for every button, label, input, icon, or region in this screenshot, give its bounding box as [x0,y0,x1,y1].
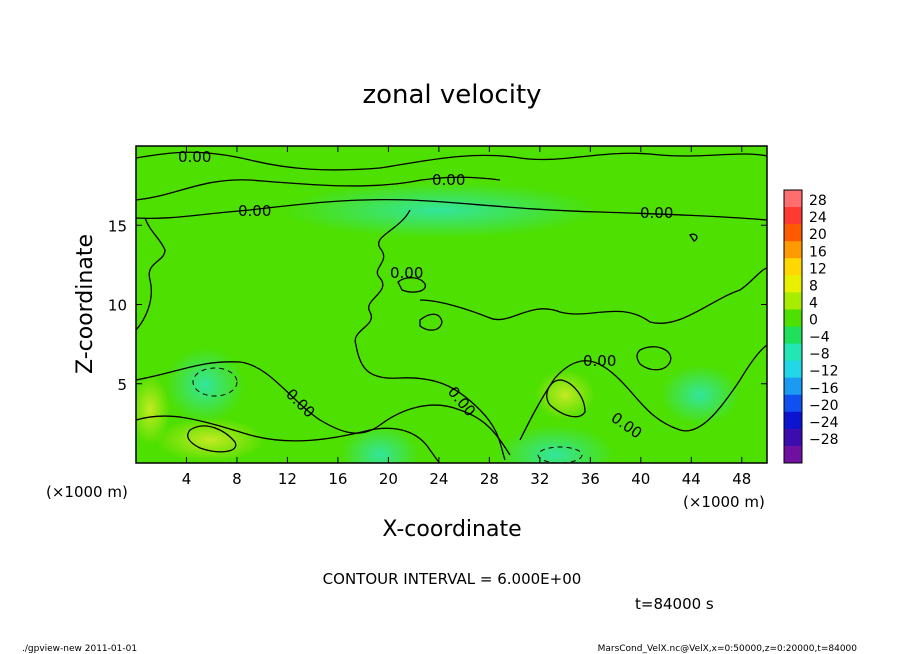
x-tick-label: 8 [232,470,242,488]
field-blob [136,375,170,445]
colorbar-label: 12 [809,261,827,277]
colorbar-label: 4 [809,295,818,311]
chart-title: zonal velocity [362,80,541,110]
contour-line [136,217,166,331]
colorbar-swatch [784,411,802,430]
colorbar-label: −24 [809,415,839,431]
x-tick-label: 20 [379,470,398,488]
colorbar-label: 20 [809,227,827,243]
time-text: t=84000 s [635,595,714,613]
y-axis-label: Z-coordinate [73,234,98,374]
colorbar-swatch [784,343,802,362]
colorbar-label: 0 [809,313,818,329]
field-blob [535,370,595,420]
contour-line [419,267,767,324]
contour-line [546,379,586,418]
colorbar-label: −16 [809,381,839,397]
contour-line [136,176,501,201]
x-tick-label: 48 [732,470,751,488]
x-tick-label: 24 [429,470,448,488]
contour-line [354,209,506,461]
colorbar-swatch [784,394,802,413]
contour-label: 0.00 [238,202,271,220]
contour-line [136,198,767,221]
footer-right: MarsCond_VelX.nc@VelX,x=0:50000,z=0:2000… [598,644,858,654]
contour-label: 0.00 [432,171,465,189]
x-tick-label: 44 [682,470,701,488]
colorbar-label: −12 [809,364,839,380]
y-tick-label: 5 [117,376,127,394]
colorbar-label: −28 [809,432,839,448]
colorbar-swatch [784,360,802,379]
x-tick-label: 28 [480,470,499,488]
x-tick-label: 32 [530,470,549,488]
contour-dashed [537,446,583,463]
y-axis-ticks: 5 10 15 [108,217,767,394]
colorbar-label: 28 [809,193,827,209]
colorbar-label: −20 [809,398,839,414]
colorbar-swatch [784,445,802,464]
x-unit-left: (×1000 m) [46,483,128,501]
contour-line [419,313,443,331]
colorbar-label: 24 [809,210,827,226]
footer-left: ./gpview-new 2011-01-01 [22,644,137,654]
contour-line [519,344,767,441]
colorbar-label: −4 [809,330,830,346]
x-tick-label: 16 [328,470,347,488]
contour-line [136,415,441,463]
contour-line [136,151,767,171]
contour-line [689,233,698,242]
colorbar-swatch [784,326,802,345]
contour-label: 0.00 [583,352,616,370]
field-blob [280,182,600,238]
colorbar-swatch [784,377,802,396]
field-blob [660,365,740,425]
x-tick-label: 36 [581,470,600,488]
field-blob [165,347,245,423]
contour-line [187,425,237,453]
contour-interval-text: CONTOUR INTERVAL = 6.000E+00 [323,570,582,588]
field-blob [340,425,420,463]
plot-field: 0.00 0.00 0.00 0.00 0.00 0.00 0.00 0.00 … [136,146,767,463]
contour-label: 0.00 [178,148,211,166]
y-tick-label: 15 [108,217,127,235]
contour-line [397,277,426,293]
x-tick-label: 40 [631,470,650,488]
colorbar-swatch [784,207,802,225]
x-tick-label: 4 [182,470,192,488]
contour-line [136,361,511,456]
field-blob [495,425,615,463]
colorbar-swatch [784,258,802,276]
colorbar-swatch [784,292,802,310]
negative-contours [192,367,583,463]
colorbar-swatch [784,275,802,293]
colorbar-frame [783,189,803,464]
x-tick-label: 12 [278,470,297,488]
field-blob [155,418,265,462]
x-axis-ticks: 4 8 12 16 20 24 28 32 36 40 44 48 [182,146,751,488]
x-axis-label: X-coordinate [382,517,521,542]
contour-label: 0.00 [640,204,673,222]
colorbar-label: 16 [809,244,827,260]
colorbar-swatch [784,309,802,327]
contour-lines [136,151,767,463]
colorbar-swatch [784,428,802,447]
colorbar-label: −8 [809,347,830,363]
contour-label: 0.00 [390,264,423,282]
y-tick-label: 10 [108,297,127,315]
colorbar-swatch [784,241,802,259]
colorbar-swatch [784,190,802,208]
contour-line [636,346,672,371]
contour-dashed [192,367,238,397]
colorbar-label: 8 [809,278,818,294]
colorbar-swatch [784,224,802,242]
x-unit-right: (×1000 m) [683,493,765,511]
